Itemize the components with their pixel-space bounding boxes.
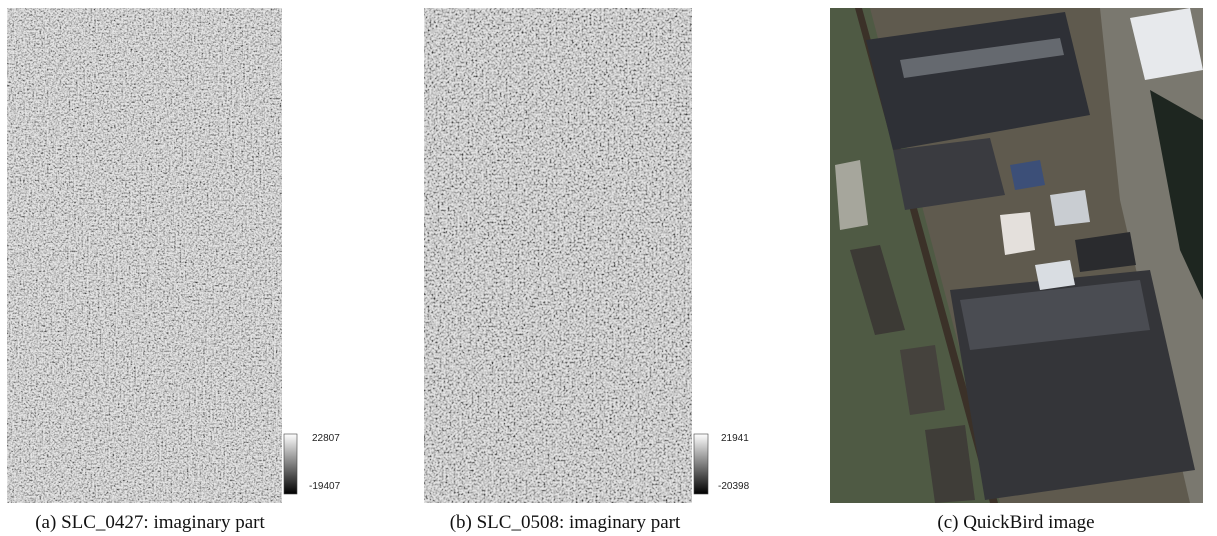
image-tint xyxy=(7,8,282,503)
colorbar-min: -20398 xyxy=(718,481,750,492)
colorbar-max: 22807 xyxy=(312,433,340,444)
caption: (c) QuickBird image xyxy=(937,512,1094,533)
panel-c: (c) QuickBird image xyxy=(830,8,1203,533)
satellite-image xyxy=(830,8,1203,503)
figure: 22807 -19407 (a) SLC_0427: imaginary par… xyxy=(0,0,1217,536)
panel-b: 21941 -20398 (b) SLC_0508: imaginary par… xyxy=(424,8,750,533)
colorbar xyxy=(284,434,297,494)
caption: (b) SLC_0508: imaginary part xyxy=(450,512,681,533)
caption: (a) SLC_0427: imaginary part xyxy=(35,512,265,533)
image-tint xyxy=(424,8,692,503)
figure-svg: 22807 -19407 (a) SLC_0427: imaginary par… xyxy=(0,0,1217,536)
colorbar-max: 21941 xyxy=(721,433,749,444)
colorbar xyxy=(694,434,708,494)
panel-a: 22807 -19407 (a) SLC_0427: imaginary par… xyxy=(7,8,341,533)
colorbar-min: -19407 xyxy=(309,481,341,492)
